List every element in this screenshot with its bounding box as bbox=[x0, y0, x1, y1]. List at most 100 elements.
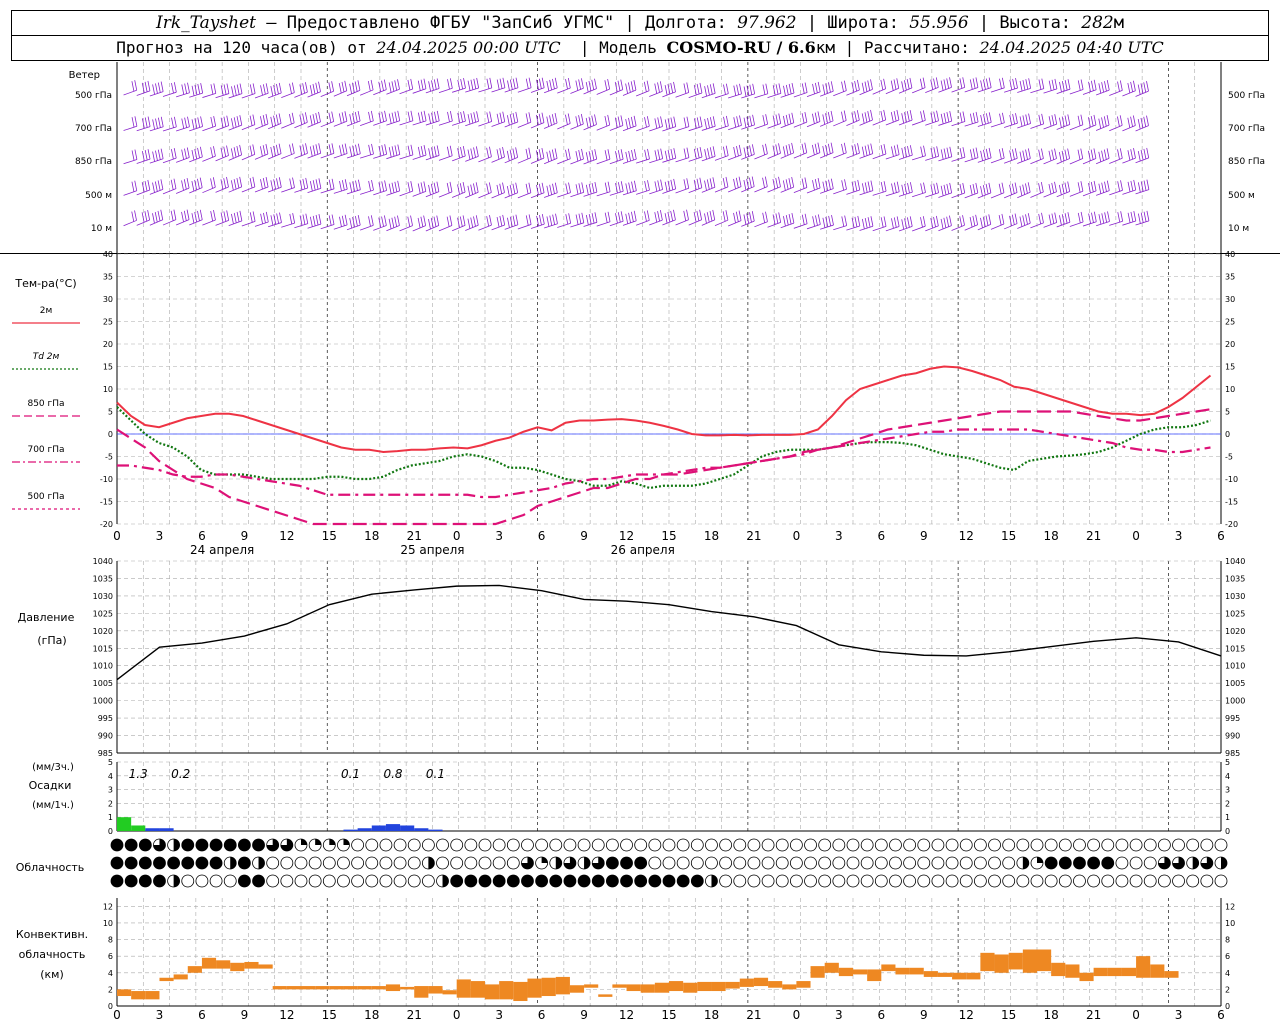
cloud-cover-symbol bbox=[634, 838, 648, 852]
wind-barb bbox=[859, 88, 873, 96]
wind-barb-feather bbox=[817, 142, 821, 153]
wind-barb-feather bbox=[515, 182, 519, 193]
wind-barb bbox=[675, 92, 689, 98]
cloud-cover-symbol bbox=[393, 838, 407, 852]
wind-barb bbox=[570, 158, 584, 165]
wind-barb bbox=[570, 123, 584, 130]
wind-barb bbox=[438, 120, 453, 126]
wind-barb bbox=[977, 192, 992, 199]
cloud-cover-fill bbox=[153, 839, 166, 852]
wind-barb-feather bbox=[851, 217, 855, 228]
wind-barb bbox=[517, 224, 532, 230]
wind-barb-feather bbox=[265, 176, 269, 188]
wind-barb-feather bbox=[630, 211, 634, 222]
wind-barb bbox=[912, 119, 926, 126]
hour-tick-label: 21 bbox=[746, 529, 761, 543]
wind-barb-feather bbox=[772, 214, 776, 225]
cloud-cover-symbol bbox=[1030, 838, 1044, 852]
wind-barb-feather bbox=[864, 182, 868, 193]
wind-barb-feather bbox=[1117, 81, 1120, 92]
wind-barb-feather bbox=[1028, 113, 1031, 124]
cloud-cover-symbol bbox=[874, 856, 888, 870]
wind-barb-feather bbox=[851, 145, 855, 156]
wind-barb-feather bbox=[943, 148, 947, 159]
wind-barb bbox=[478, 87, 492, 93]
wind-barb-feather bbox=[460, 147, 463, 158]
wind-barb-feather bbox=[1015, 113, 1018, 124]
wind-barb-feather bbox=[384, 110, 387, 121]
wind-barb-feather bbox=[265, 83, 269, 94]
wind-barb-feather bbox=[552, 214, 556, 225]
wind-barb-feather bbox=[1077, 182, 1081, 193]
cloud-cover-fill bbox=[1192, 857, 1199, 869]
wind-barb-feather bbox=[1067, 181, 1071, 192]
cloud-cover-symbol bbox=[1186, 874, 1200, 888]
wind-barb-feather bbox=[249, 212, 253, 223]
wind-barb bbox=[1095, 158, 1110, 165]
wind-barb-feather bbox=[173, 209, 177, 220]
wind-barb-feather bbox=[299, 114, 303, 125]
cloud-cover-symbol bbox=[1115, 856, 1129, 870]
wind-barb-feather bbox=[299, 84, 303, 95]
conv-cloud-bar bbox=[895, 967, 910, 975]
wind-barb-feather bbox=[1093, 148, 1097, 159]
wind-barb-feather bbox=[230, 180, 234, 191]
wind-barb-feather bbox=[699, 146, 703, 158]
wind-barb bbox=[596, 158, 611, 165]
wind-barb-feather bbox=[249, 84, 253, 95]
wind-barb-feather bbox=[181, 84, 185, 95]
wind-barb-feather bbox=[341, 180, 345, 191]
pressure-tick-label: 995 bbox=[98, 714, 113, 723]
conv-cloud-bar bbox=[400, 986, 415, 990]
wind-barb bbox=[1069, 190, 1084, 197]
cloud-cover-fill bbox=[329, 839, 336, 845]
wind-barb-feather bbox=[318, 143, 322, 154]
wind-barb-feather bbox=[667, 211, 671, 223]
hour-tick-label: 0 bbox=[113, 529, 121, 543]
cloud-cover-symbol bbox=[959, 838, 973, 852]
wind-barb-feather bbox=[507, 80, 510, 91]
wind-barb bbox=[320, 153, 335, 159]
wind-barb-feather bbox=[1059, 81, 1062, 93]
wind-barb bbox=[228, 220, 243, 226]
wind-barb-feather bbox=[1080, 79, 1084, 90]
wind-barb bbox=[241, 186, 256, 193]
wind-barb bbox=[793, 92, 808, 98]
wind-barb-feather bbox=[772, 145, 776, 156]
wind-barb-feather bbox=[604, 116, 608, 127]
wind-barb-feather bbox=[152, 182, 155, 193]
wind-barb-feather bbox=[410, 181, 414, 192]
wind-barb-feather bbox=[431, 147, 434, 158]
wind-barb-feather bbox=[502, 77, 506, 88]
wind-barb bbox=[162, 91, 177, 97]
wind-barb-feather bbox=[980, 80, 983, 91]
wind-barb-feather bbox=[699, 82, 703, 94]
wind-barb-feather bbox=[883, 181, 887, 192]
wind-barb-feather bbox=[368, 144, 372, 155]
wind-barb-feather bbox=[1140, 181, 1144, 192]
wind-barb-feather bbox=[867, 80, 871, 91]
wind-barb-feather bbox=[904, 183, 908, 195]
wind-barb-feather bbox=[173, 148, 177, 159]
wind-barb bbox=[1135, 125, 1149, 132]
wind-barb bbox=[189, 187, 203, 194]
pressure-tick-label: 1015 bbox=[1225, 644, 1245, 653]
cloud-cover-fill bbox=[563, 857, 576, 870]
wind-barb-feather bbox=[378, 217, 382, 228]
wind-barb-feather bbox=[236, 211, 240, 222]
wind-barb-feather bbox=[765, 143, 768, 154]
wind-level-label: 10 м bbox=[1228, 224, 1249, 234]
wind-barb bbox=[938, 225, 952, 232]
wind-barb bbox=[846, 119, 860, 126]
wind-barb-feather bbox=[969, 149, 973, 160]
wind-barb-feather bbox=[1091, 212, 1094, 223]
wind-barb-feather bbox=[457, 217, 460, 228]
hour-tick-label: 18 bbox=[704, 529, 719, 543]
wind-barb-feather bbox=[822, 114, 826, 125]
wind-barb-feather bbox=[625, 83, 629, 94]
wind-barb-feather bbox=[331, 214, 335, 225]
wind-barb-feather bbox=[173, 178, 177, 189]
wind-barb-feather bbox=[276, 213, 280, 224]
wind-barb bbox=[425, 120, 440, 126]
wind-level-label: 500 м bbox=[85, 191, 112, 201]
